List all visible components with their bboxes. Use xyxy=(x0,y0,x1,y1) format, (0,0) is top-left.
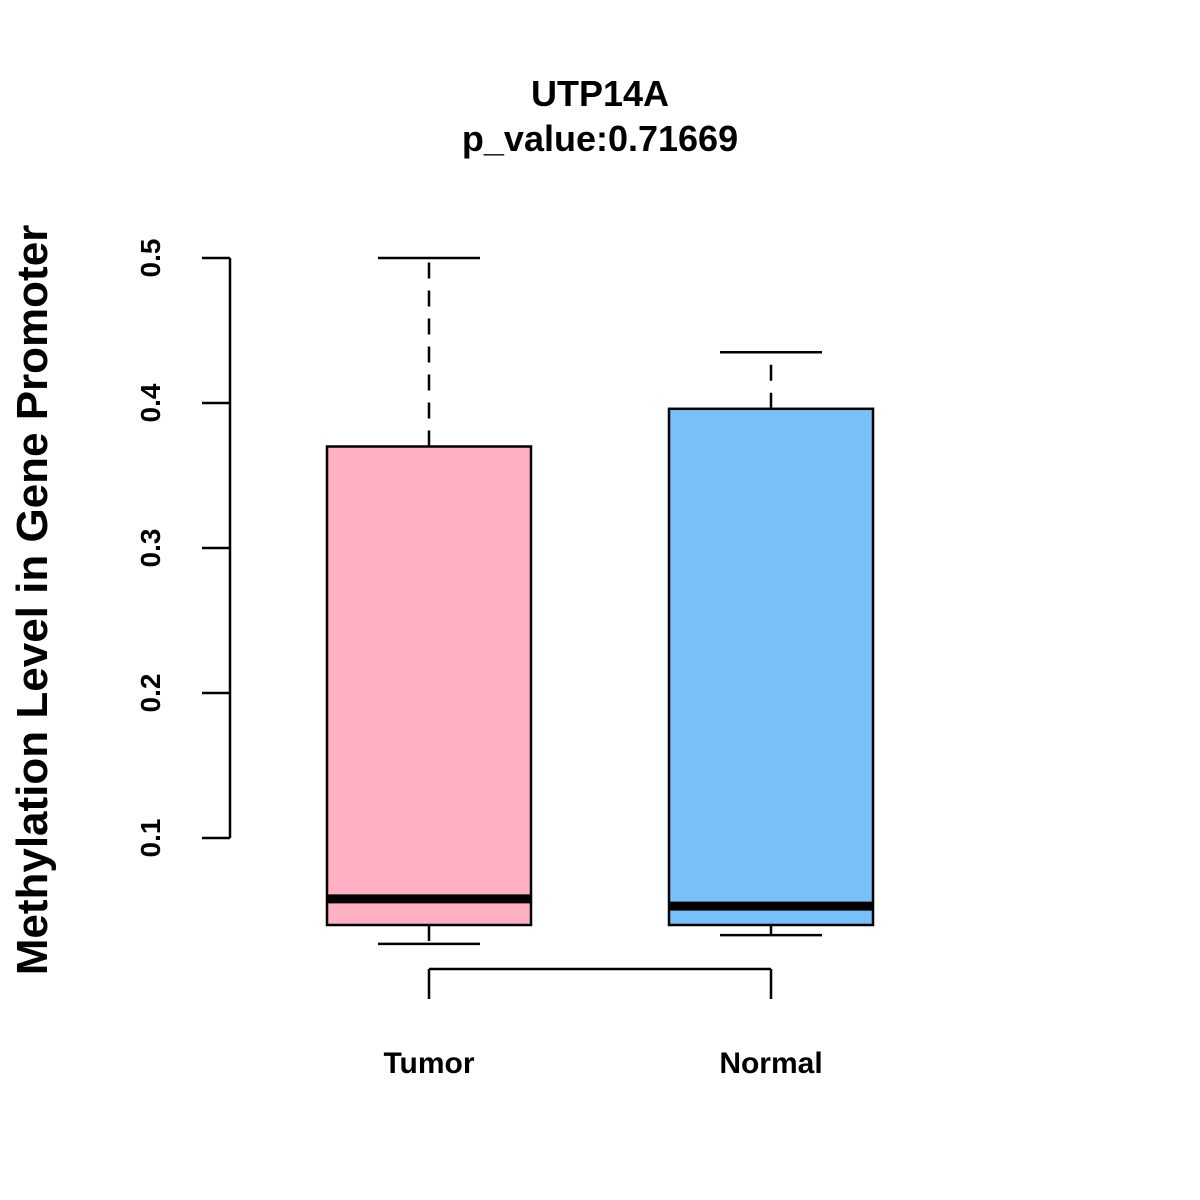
y-tick-label: 0.5 xyxy=(135,239,166,278)
box-normal xyxy=(667,351,875,937)
y-tick-label: 0.4 xyxy=(135,383,166,422)
box-tumor xyxy=(325,256,533,946)
chart-title: UTP14A xyxy=(531,73,669,114)
y-tick-label: 0.2 xyxy=(135,674,166,713)
x-axis: Tumor Normal xyxy=(383,967,823,1080)
boxes xyxy=(325,256,875,946)
box-body xyxy=(667,407,875,927)
y-axis: 0.1 0.2 0.3 0.4 0.5 xyxy=(135,239,232,858)
y-tick-label: 0.3 xyxy=(135,529,166,568)
x-tick-label-tumor: Tumor xyxy=(383,1047,474,1080)
box-body xyxy=(325,445,533,927)
x-tick-label-normal: Normal xyxy=(719,1047,822,1080)
y-tick-label: 0.1 xyxy=(135,819,166,858)
chart-subtitle: p_value:0.71669 xyxy=(462,118,738,159)
y-axis-label: Methylation Level in Gene Promoter xyxy=(8,225,57,976)
